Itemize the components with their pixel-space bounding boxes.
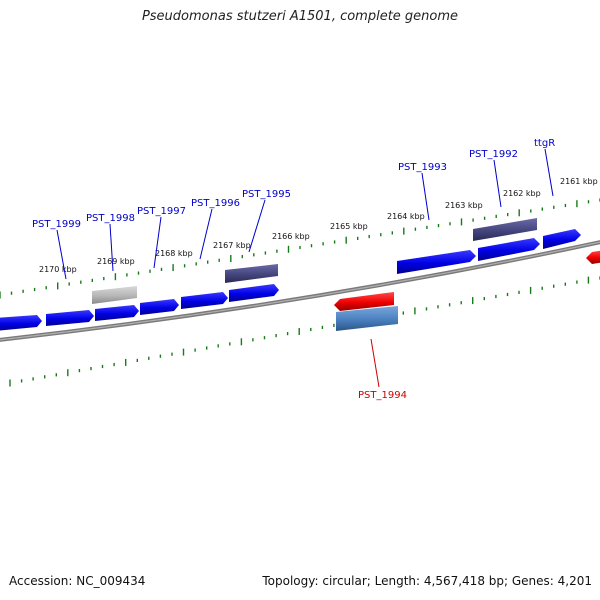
gene-arrow[interactable] [95,305,139,321]
kbp-label: 2170 kbp [39,265,77,274]
gene-arrow[interactable] [397,250,476,274]
gene-arrow[interactable] [181,292,228,309]
gene-feature-purple[interactable] [225,264,278,283]
gene-label-pst-1995[interactable]: PST_1995 [242,189,291,200]
kbp-label: 2162 kbp [503,189,541,198]
forward-tick-scale [0,198,600,299]
map-title: Pseudomonas stutzeri A1501, complete gen… [141,9,459,24]
gene-arrow[interactable] [543,229,581,249]
genome-backbone [0,240,600,342]
forward-genes [0,229,581,331]
kbp-label: 2166 kbp [272,232,310,241]
kbp-label: 2168 kbp [155,249,193,258]
gene-arrow[interactable] [0,315,42,331]
kbp-label: 2169 kbp [97,257,135,266]
accession-footer: Accession: NC_009434 [9,574,146,588]
gene-arrow-reverse[interactable] [334,292,394,311]
gene-label-pst-1997[interactable]: PST_1997 [137,206,186,217]
gene-arrow-reverse[interactable] [586,250,600,264]
gene-label-pst-1992[interactable]: PST_1992 [469,149,518,160]
gene-arrow[interactable] [229,284,279,302]
kbp-label: 2165 kbp [330,222,368,231]
gene-label-ttgr[interactable]: ttgR [534,138,555,149]
kbp-label: 2164 kbp [387,212,425,221]
gene-label-pst-1996[interactable]: PST_1996 [191,198,240,209]
gene-label-pst-1998[interactable]: PST_1998 [86,213,135,224]
kbp-label: 2167 kbp [213,241,251,250]
gene-label-pst-1994[interactable]: PST_1994 [358,390,407,401]
gene-label-pst-1993[interactable]: PST_1993 [398,162,447,173]
gene-arrow[interactable] [140,299,179,315]
gene-arrow[interactable] [46,310,94,326]
gene-feature-purple[interactable] [473,218,537,241]
kbp-label: 2163 kbp [445,201,483,210]
gene-arrow[interactable] [478,238,540,261]
topology-footer: Topology: circular; Length: 4,567,418 bp… [262,574,592,588]
kbp-label: 2161 kbp [560,177,598,186]
label-leaders [56,148,554,388]
gene-feature-steelblue[interactable] [336,306,398,331]
gene-feature-grey[interactable] [92,286,137,304]
gene-label-pst-1999[interactable]: PST_1999 [32,219,81,230]
